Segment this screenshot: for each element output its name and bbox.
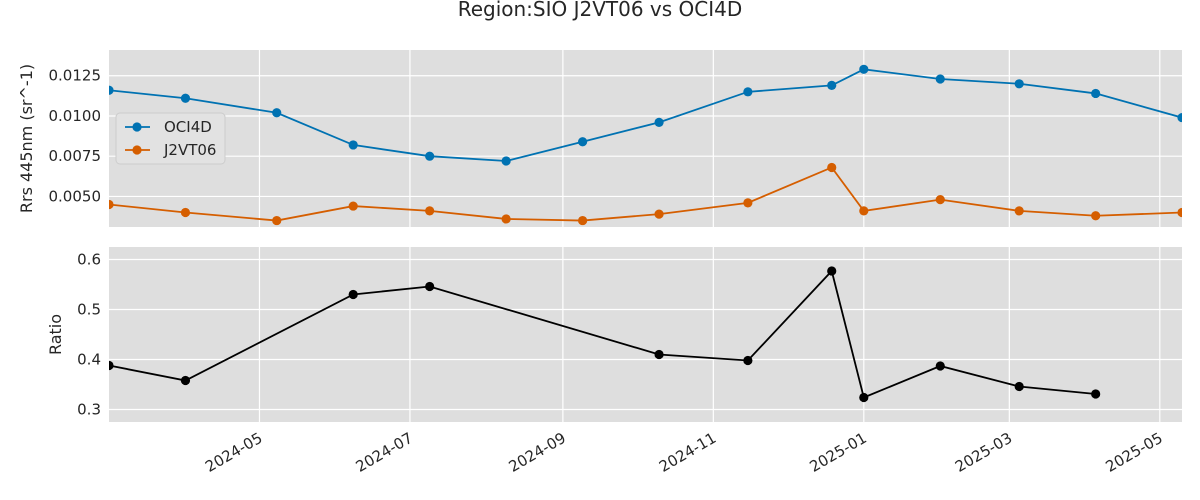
data-point	[1014, 79, 1024, 89]
y-tick-label: 0.5	[77, 301, 101, 319]
y-axis-label: Rrs 445nm (sr^-1)	[17, 64, 36, 213]
y-tick-label: 0.0075	[49, 147, 102, 165]
series-group	[109, 266, 1101, 403]
legend-box	[115, 112, 226, 165]
y-tick-label: 0.4	[77, 351, 101, 369]
panel-1: 0.0050 0.0075 0.0100 0.0125 Rrs 445nm (sr^-1…	[17, 50, 1182, 227]
data-point	[827, 266, 837, 276]
data-point	[743, 87, 753, 97]
data-point	[1177, 112, 1182, 123]
y-tick-label: 0.6	[77, 251, 101, 269]
x-tick-label: 2024-07	[353, 429, 416, 476]
data-point	[654, 117, 664, 128]
data-point	[425, 281, 435, 292]
data-point	[859, 392, 869, 403]
data-point	[935, 195, 945, 205]
panel-2: 0.3 0.4 0.5 0.6 Ratio	[46, 247, 1182, 422]
data-point	[272, 108, 282, 118]
x-tick-label: 2024-11	[656, 429, 719, 476]
data-point	[1014, 381, 1024, 392]
data-point	[180, 375, 191, 386]
y-tick-label: 0.3	[77, 401, 101, 419]
data-point	[1177, 207, 1182, 218]
legend: OCI4D J2VT06	[115, 112, 226, 165]
data-point	[859, 64, 869, 74]
data-point	[348, 289, 358, 300]
data-point	[1091, 88, 1101, 99]
x-axis: 2024-05 2024-07 2024-09 2024-11 2025-01 2025-…	[202, 429, 1166, 476]
y-tick-label: 0.0050	[49, 187, 102, 205]
x-tick-label: 2025-01	[807, 429, 870, 476]
data-point	[180, 207, 191, 218]
data-point	[1091, 389, 1101, 399]
data-point	[1091, 211, 1101, 221]
data-point	[935, 361, 945, 371]
y-tick-label: 0.0125	[49, 67, 102, 85]
legend-marker	[132, 145, 142, 155]
data-point	[1014, 206, 1024, 216]
data-point	[743, 355, 753, 366]
y-axis-label: Ratio	[46, 314, 65, 355]
x-tick-label: 2024-05	[202, 429, 265, 476]
data-point	[654, 209, 664, 219]
data-point	[935, 74, 945, 84]
x-tick-label: 2024-09	[506, 429, 569, 476]
data-point	[578, 137, 588, 147]
chart-title: Region:SIO J2VT06 vs OCI4D	[458, 0, 743, 21]
data-point	[578, 215, 588, 226]
data-point	[109, 199, 114, 210]
data-point	[501, 156, 511, 166]
data-point	[109, 360, 114, 371]
data-point	[180, 93, 191, 103]
series-group	[109, 64, 1182, 226]
legend-label: OCI4D	[164, 118, 212, 136]
data-point	[348, 140, 358, 150]
legend-marker	[132, 122, 142, 132]
data-point	[272, 215, 282, 226]
data-point	[348, 201, 358, 211]
data-point	[425, 151, 435, 161]
data-point	[501, 214, 511, 224]
x-tick-label: 2025-05	[1103, 429, 1166, 476]
data-point	[425, 206, 435, 216]
y-tick-label: 0.0100	[49, 107, 102, 125]
x-tick-label: 2025-03	[952, 429, 1015, 476]
data-point	[827, 162, 837, 173]
plot-area	[109, 247, 1182, 422]
legend-label: J2VT06	[163, 141, 216, 159]
data-point	[743, 198, 753, 208]
data-point	[859, 206, 869, 216]
data-point	[109, 85, 114, 95]
data-point	[654, 349, 664, 360]
plot-area	[109, 50, 1182, 227]
data-point	[827, 80, 837, 90]
